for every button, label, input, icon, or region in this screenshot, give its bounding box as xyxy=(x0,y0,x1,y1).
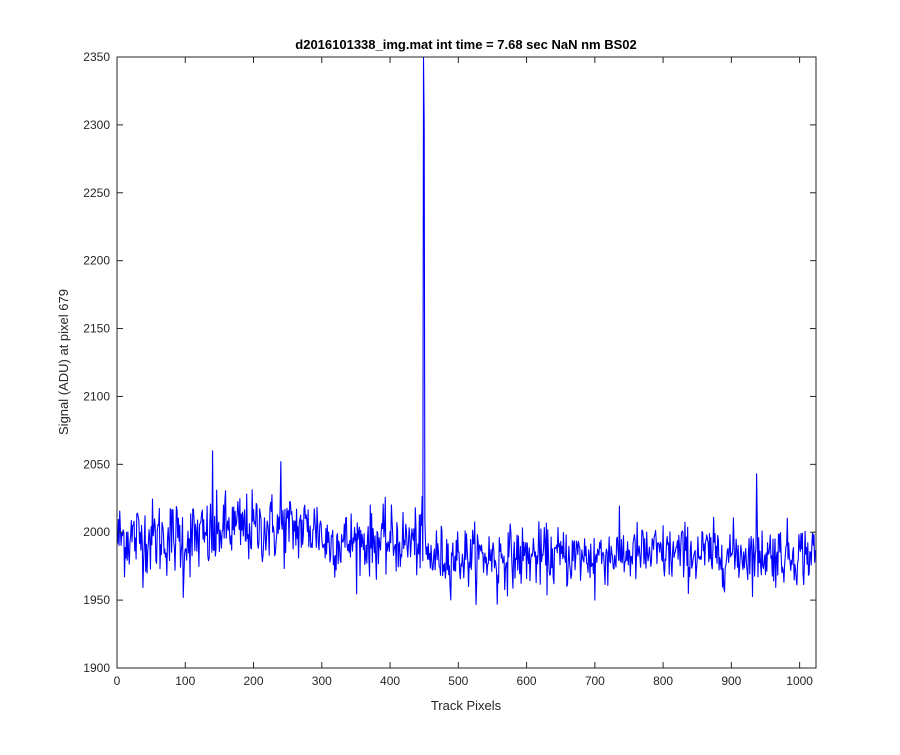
x-tick-label: 0 xyxy=(114,674,121,688)
plot-area xyxy=(117,57,816,668)
y-tick-label: 2300 xyxy=(83,118,110,132)
y-axis: 1900 1950 2000 2050 2100 2150 2200 2250 2300 2350 xyxy=(83,50,816,675)
y-tick-label: 2200 xyxy=(83,254,110,268)
x-axis: 0 100 200 300 400 500 600 700 800 900 1000 xyxy=(114,57,813,688)
y-tick-label: 2150 xyxy=(83,322,110,336)
x-tick-label: 200 xyxy=(244,674,264,688)
series-line xyxy=(117,56,816,606)
x-tick-label: 1000 xyxy=(786,674,813,688)
x-tick-label: 800 xyxy=(653,674,673,688)
x-tick-label: 600 xyxy=(517,674,537,688)
y-tick-label: 2250 xyxy=(83,186,110,200)
y-axis-label: Signal (ADU) at pixel 679 xyxy=(56,289,71,435)
y-tick-label: 2000 xyxy=(83,525,110,539)
y-tick-label: 2350 xyxy=(83,50,110,64)
y-tick-label: 1950 xyxy=(83,593,110,607)
x-tick-label: 900 xyxy=(721,674,741,688)
y-tick-label: 2050 xyxy=(83,457,110,471)
y-tick-label: 1900 xyxy=(83,661,110,675)
x-tick-label: 100 xyxy=(175,674,195,688)
axes-box xyxy=(116,56,817,669)
x-tick-label: 300 xyxy=(312,674,332,688)
x-tick-label: 400 xyxy=(380,674,400,688)
x-tick-label: 500 xyxy=(448,674,468,688)
y-tick-label: 2100 xyxy=(83,389,110,403)
series-layer xyxy=(117,56,816,606)
chart-title: d2016101338_img.mat int time = 7.68 sec … xyxy=(295,37,636,52)
x-axis-label: Track Pixels xyxy=(431,698,502,713)
x-tick-label: 700 xyxy=(585,674,605,688)
